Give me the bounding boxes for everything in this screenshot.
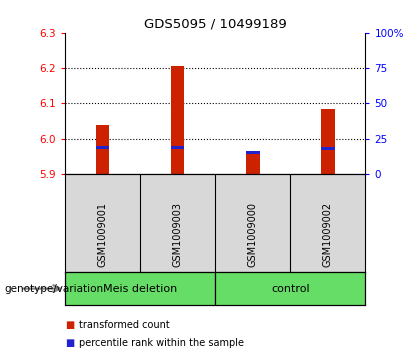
Text: Meis deletion: Meis deletion bbox=[103, 284, 177, 294]
Text: GSM1009002: GSM1009002 bbox=[323, 202, 333, 267]
Text: percentile rank within the sample: percentile rank within the sample bbox=[79, 338, 244, 348]
Text: GSM1009003: GSM1009003 bbox=[173, 202, 183, 267]
Bar bbox=[65, 272, 215, 305]
Bar bbox=[321, 109, 335, 174]
Bar bbox=[96, 146, 109, 149]
Bar bbox=[96, 125, 109, 174]
Title: GDS5095 / 10499189: GDS5095 / 10499189 bbox=[144, 17, 286, 30]
Text: GSM1009000: GSM1009000 bbox=[248, 202, 258, 267]
Bar bbox=[246, 151, 260, 154]
Text: transformed count: transformed count bbox=[79, 320, 169, 330]
Bar bbox=[246, 151, 260, 174]
Bar bbox=[171, 146, 184, 149]
Text: ■: ■ bbox=[65, 320, 74, 330]
Bar bbox=[171, 66, 184, 174]
Text: ■: ■ bbox=[65, 338, 74, 348]
Bar bbox=[215, 272, 365, 305]
Bar bbox=[321, 147, 335, 150]
Text: genotype/variation: genotype/variation bbox=[4, 284, 103, 294]
Text: GSM1009001: GSM1009001 bbox=[97, 202, 108, 267]
Text: control: control bbox=[271, 284, 310, 294]
